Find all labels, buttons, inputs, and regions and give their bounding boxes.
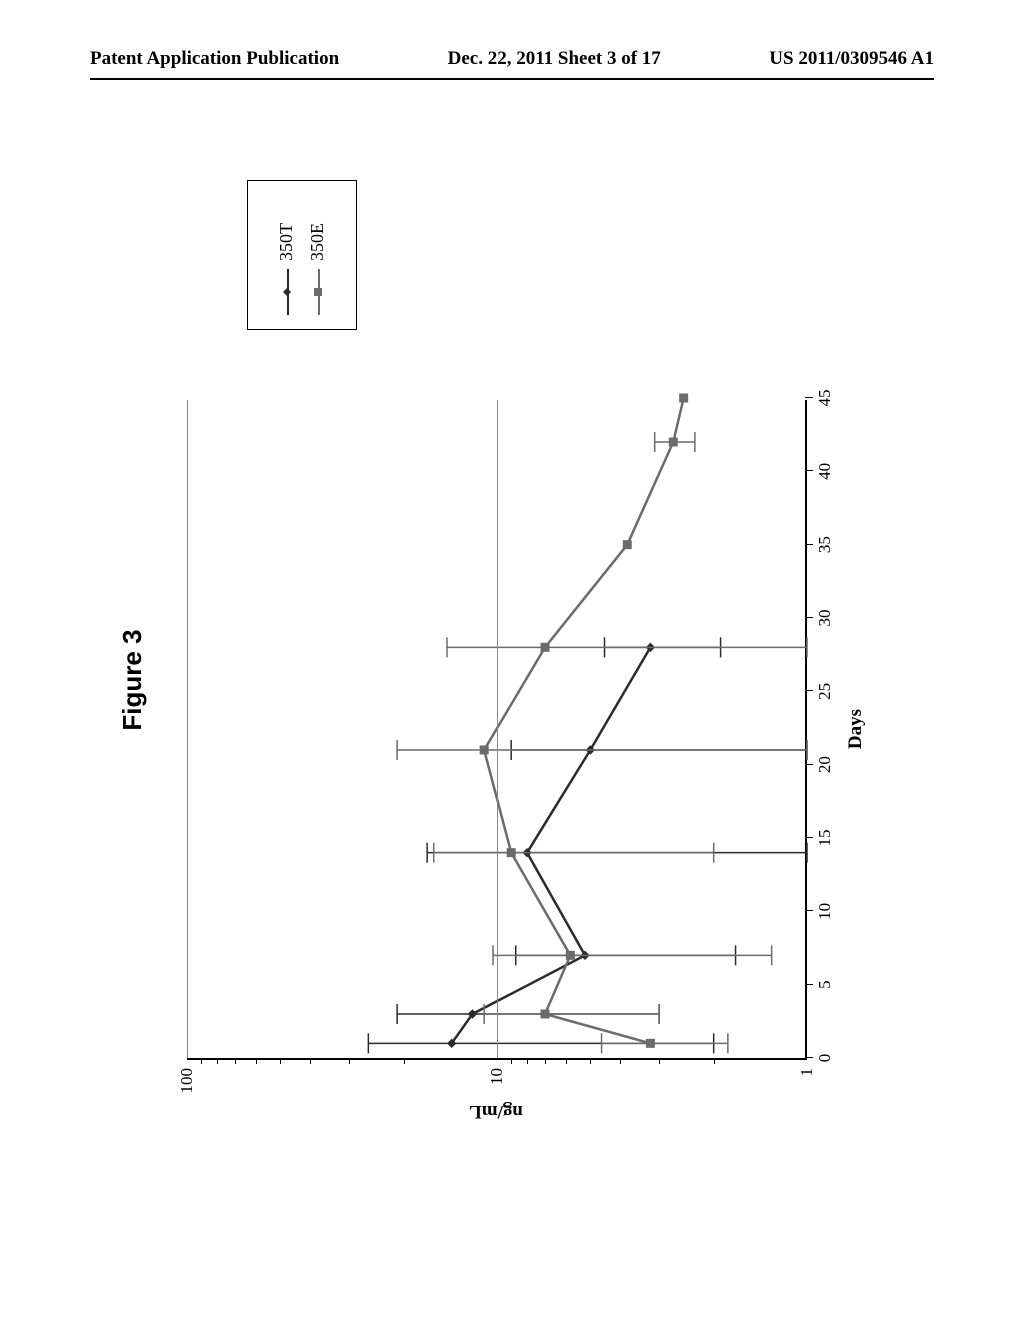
legend-label-350t: 350T [276,223,297,261]
xtick-label: 45 [805,390,835,407]
ytick-label: 10 [487,1058,507,1085]
xtick-label: 5 [805,980,835,989]
ytick-label: 100 [177,1058,197,1094]
yminor-tick [404,1058,405,1064]
yminor-tick [545,1058,546,1064]
header-date-sheet: Dec. 22, 2011 Sheet 3 of 17 [448,48,661,70]
xtick-label: 15 [805,830,835,847]
yminor-tick [566,1058,567,1064]
header-pubnumber: US 2011/0309546 A1 [769,48,934,70]
yminor-tick [714,1058,715,1064]
header-rule [90,78,934,80]
xtick-label: 25 [805,683,835,700]
legend-label-350e: 350E [307,223,328,261]
gridline [497,400,498,1058]
yminor-tick [217,1058,218,1064]
yminor-tick [235,1058,236,1064]
yminor-tick [590,1058,591,1064]
yminor-tick [201,1058,202,1064]
yminor-tick [349,1058,350,1064]
xtick-label: 0 [805,1054,835,1063]
plot-area: ng/mL Days 110100051015202530354045 [187,400,807,1060]
x-axis-label: Days [845,400,867,1058]
yminor-tick [511,1058,512,1064]
legend-marker-350e [311,269,325,315]
gridline [187,400,188,1058]
header-publication: Patent Application Publication [90,48,339,70]
page-header: Patent Application Publication Dec. 22, … [0,48,1024,70]
chart-svg [187,400,805,1058]
figure-rotated-inner: Figure 3 ng/mL Days 11010005101520253035… [117,180,907,1180]
legend-item-350t: 350T [276,195,297,315]
figure-title: Figure 3 [117,180,148,1180]
yminor-tick [620,1058,621,1064]
yminor-tick [527,1058,528,1064]
legend: 350T 350E [247,180,357,330]
y-axis-label: ng/mL [469,1100,523,1122]
xtick-label: 20 [805,756,835,773]
xtick-label: 30 [805,610,835,627]
xtick-label: 10 [805,903,835,920]
xtick-label: 40 [805,463,835,480]
figure-container: Figure 3 ng/mL Days 11010005101520253035… [0,180,1024,1180]
legend-item-350e: 350E [307,195,328,315]
yminor-tick [280,1058,281,1064]
legend-marker-350t [280,269,294,315]
yminor-tick [310,1058,311,1064]
xtick-label: 35 [805,536,835,553]
yminor-tick [256,1058,257,1064]
yminor-tick [659,1058,660,1064]
